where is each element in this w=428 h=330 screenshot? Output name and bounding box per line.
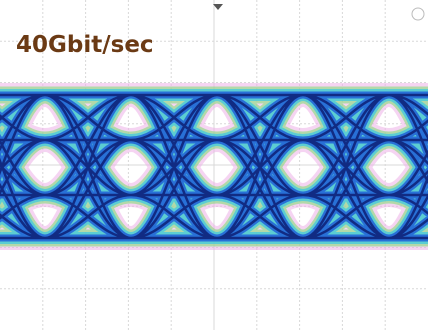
scope-screen: 40Gbit/sec: [0, 0, 428, 330]
eye-diagram: 40Gbit/sec: [0, 0, 428, 330]
settings-icon: [412, 8, 424, 20]
rate-label: 40Gbit/sec: [16, 32, 154, 58]
